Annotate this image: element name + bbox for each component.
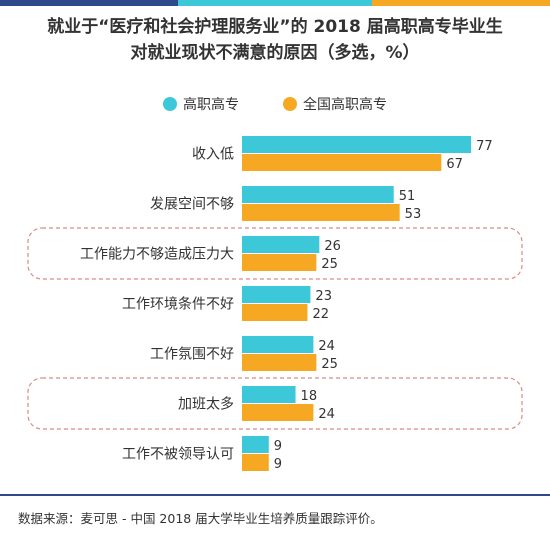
value-label: 67	[446, 157, 463, 172]
value-label: 9	[274, 439, 282, 454]
bar-1	[242, 336, 314, 353]
top-color-bar	[0, 0, 550, 6]
legend: 高职高专 全国高职高专	[0, 94, 550, 114]
value-label: 26	[324, 239, 341, 254]
bar-2	[242, 304, 308, 321]
category-label: 收入低	[192, 147, 234, 163]
top-bar-segment-3	[372, 0, 550, 6]
value-label: 25	[321, 257, 338, 272]
legend-label-series-1: 高职高专	[183, 97, 239, 113]
category-label: 工作能力不够造成压力大	[80, 247, 234, 263]
legend-swatch-series-1	[163, 97, 177, 111]
top-bar-segment-1	[0, 0, 178, 6]
category-label: 工作氛围不好	[150, 347, 234, 363]
top-bar-segment-2	[178, 0, 372, 6]
bar-2	[242, 404, 314, 421]
value-label: 53	[405, 207, 422, 222]
bar-1	[242, 186, 394, 203]
value-label: 23	[315, 289, 332, 304]
bar-2	[242, 354, 317, 371]
bar-1	[242, 286, 311, 303]
legend-item-series-1: 高职高专	[163, 94, 239, 114]
value-label: 24	[318, 407, 335, 422]
legend-swatch-series-2	[283, 97, 297, 111]
bar-2	[242, 204, 400, 221]
chart-title: 就业于“医疗和社会护理服务业”的 2018 届高职高专毕业生 对就业现状不满意的…	[0, 14, 550, 66]
category-label: 发展空间不够	[150, 197, 234, 213]
source-note: 数据来源：麦可思 - 中国 2018 届大学毕业生培养质量跟踪评价。	[18, 511, 383, 526]
bar-1	[242, 436, 269, 453]
category-label: 工作环境条件不好	[122, 296, 234, 313]
legend-item-series-2: 全国高职高专	[283, 94, 387, 114]
value-label: 18	[301, 389, 318, 404]
bar-1	[242, 236, 320, 253]
bar-1	[242, 136, 472, 153]
category-label: 工作不被领导认可	[122, 447, 234, 463]
bar-2	[242, 254, 317, 271]
legend-label-series-2: 全国高职高专	[303, 97, 387, 113]
bottom-divider	[0, 494, 550, 496]
value-label: 77	[476, 139, 493, 154]
chart-title-line-1: 就业于“医疗和社会护理服务业”的 2018 届高职高专毕业生	[47, 17, 503, 37]
highlight-frame	[27, 377, 523, 430]
category-label: 加班太多	[178, 396, 234, 413]
value-label: 9	[274, 457, 282, 472]
value-label: 22	[312, 307, 329, 322]
value-label: 25	[321, 357, 338, 372]
chart-title-line-2: 对就业现状不满意的原因（多选，%）	[130, 43, 420, 63]
bar-1	[242, 386, 296, 403]
highlight-frame	[27, 227, 523, 280]
value-label: 51	[399, 189, 416, 204]
bar-2	[242, 454, 269, 471]
bar-2	[242, 154, 442, 171]
value-label: 24	[318, 339, 335, 354]
